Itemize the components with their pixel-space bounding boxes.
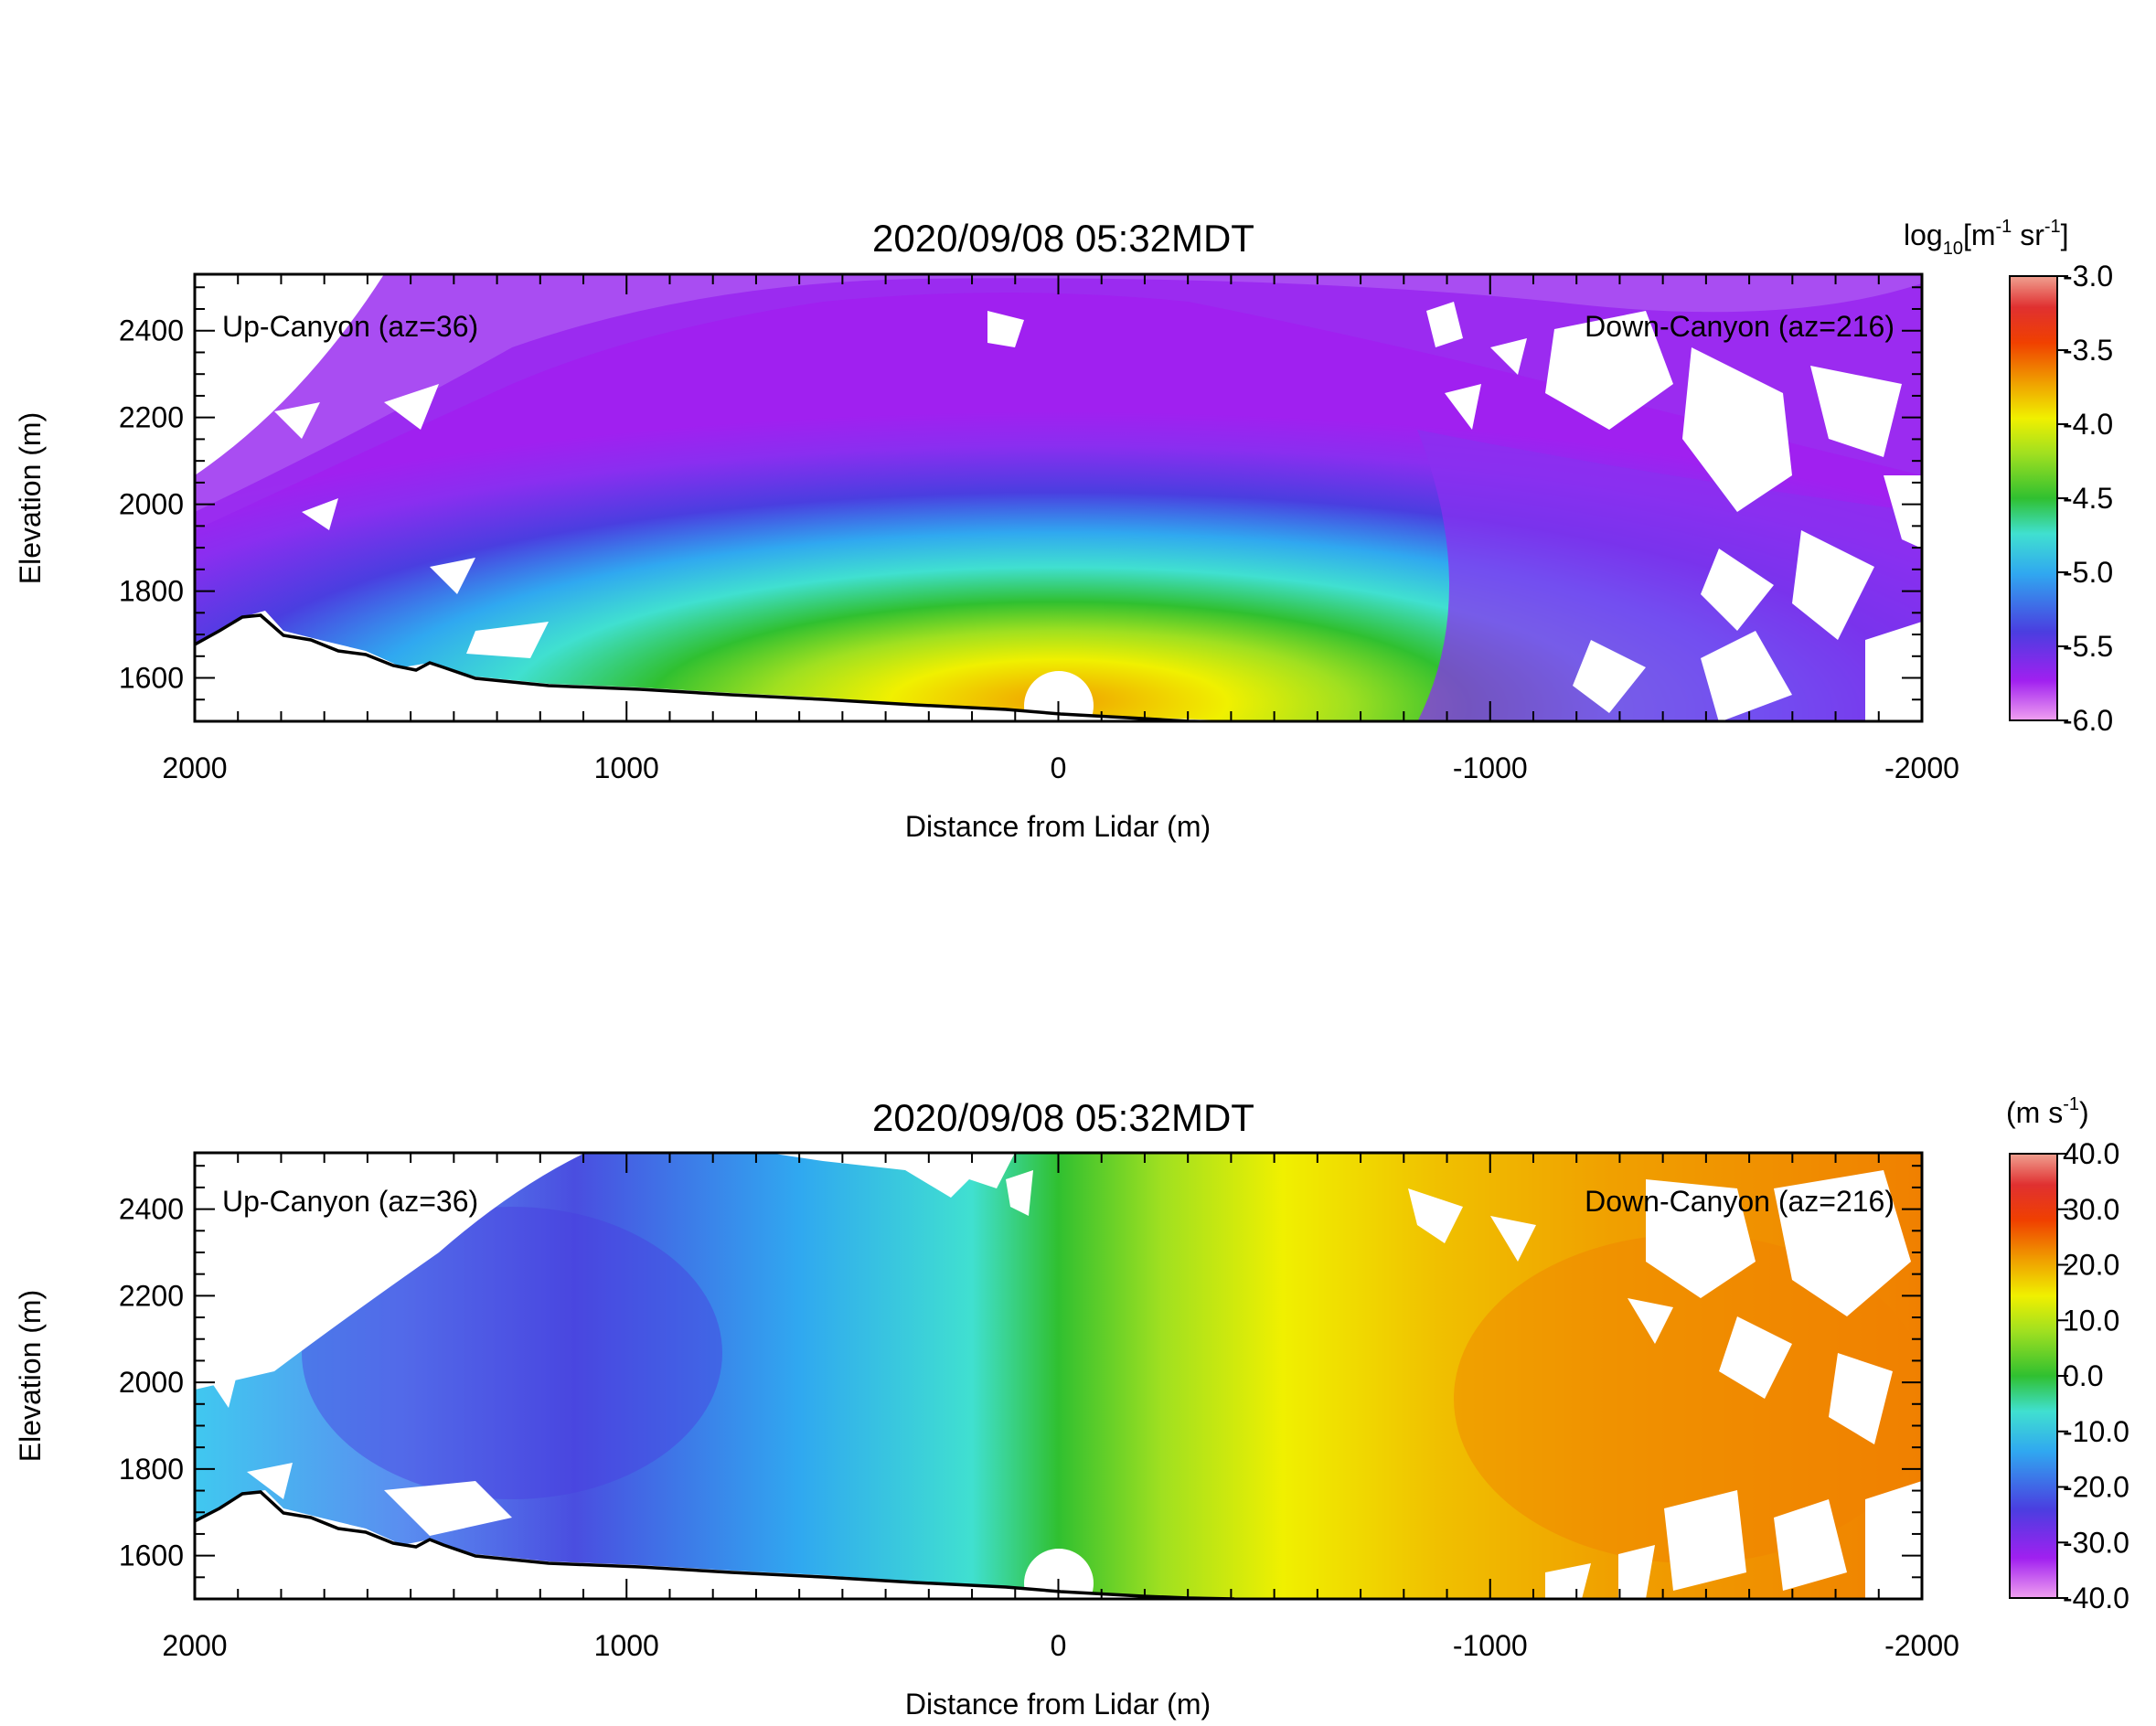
bottom-colorbar-tick-label: -40.0 — [2063, 1582, 2129, 1614]
bottom-y-ticks — [195, 1165, 1922, 1600]
bottom-colorbar-unit: (m s-1) — [2006, 1094, 2089, 1129]
bottom-x-tick-label: 2000 — [162, 1629, 227, 1662]
top-lidar-blind-zone — [1024, 671, 1094, 721]
top-colorbar-tick-label: -3.0 — [2063, 260, 2113, 293]
bottom-colorbar-tick-label: -10.0 — [2063, 1415, 2129, 1448]
top-annotation-left: Up-Canyon (az=36) — [222, 310, 478, 343]
bottom-y-tick-label: 2400 — [119, 1193, 184, 1226]
bottom-x-tick-labels: 2000 1000 0 -1000 -2000 — [162, 1629, 1959, 1662]
top-y-ticks — [195, 286, 1922, 722]
top-y-tick-label: 2000 — [119, 488, 184, 521]
bottom-x-tick-label: 0 — [1051, 1629, 1067, 1662]
top-y-tick-labels: 1600 1800 2000 2200 2400 — [119, 314, 184, 695]
top-x-ticks — [194, 274, 1923, 721]
top-x-tick-label: 2000 — [162, 751, 227, 784]
bottom-y-tick-label: 2200 — [119, 1279, 184, 1312]
bottom-field-core-orange — [1454, 1234, 1922, 1563]
top-ylabel: Elevation (m) — [14, 412, 47, 585]
bottom-xlabel: Distance from Lidar (m) — [905, 1688, 1211, 1721]
top-colorbar-tick-label: -4.0 — [2063, 408, 2113, 441]
top-colorbar-bar — [2009, 275, 2058, 721]
top-annotation-right: Down-Canyon (az=216) — [1585, 310, 1895, 343]
top-x-tick-label: -1000 — [1453, 751, 1528, 784]
bottom-y-tick-label: 1800 — [119, 1453, 184, 1486]
top-terrain-line — [195, 613, 1235, 721]
bottom-field-core-blue — [302, 1207, 722, 1499]
top-colorbar-tick-label: -6.0 — [2063, 704, 2113, 737]
bottom-colorbar-tick-label: -30.0 — [2063, 1526, 2129, 1559]
top-field-fringe — [195, 274, 1922, 530]
top-below-ground — [195, 611, 1253, 721]
bottom-nodata-gaps — [195, 1153, 1922, 1599]
top-y-tick-label: 1800 — [119, 575, 184, 608]
top-colorbar-tick-label: -3.5 — [2063, 334, 2113, 367]
bottom-below-ground — [195, 1490, 1280, 1599]
bottom-plot-field — [195, 1153, 1922, 1599]
top-panel: 2020/09/08 05:32MDT — [14, 217, 2113, 843]
bottom-colorbar-tick-label: 10.0 — [2063, 1304, 2119, 1337]
top-title: 2020/09/08 05:32MDT — [872, 217, 1254, 260]
top-y-tick-label: 1600 — [119, 662, 184, 695]
bottom-field-wind — [195, 1153, 1922, 1599]
bottom-x-tick-label: -1000 — [1453, 1629, 1528, 1662]
top-colorbar-tick-label: -5.5 — [2063, 630, 2113, 663]
bottom-title: 2020/09/08 05:32MDT — [872, 1096, 1254, 1139]
bottom-x-tick-label: 1000 — [594, 1629, 659, 1662]
bottom-colorbar-tick-label: 20.0 — [2063, 1249, 2119, 1282]
top-colorbar-unit: log10[m-1 sr-1] — [1904, 217, 2069, 259]
top-x-tick-labels: 2000 1000 0 -1000 -2000 — [162, 751, 1959, 784]
top-colorbar-tick-labels: -3.0 -3.5 -4.0 -4.5 -5.0 -5.5 -6.0 — [2063, 260, 2113, 737]
top-colorbar: -3.0 -3.5 -4.0 -4.5 -5.0 -5.5 -6.0 log10[m-1 s… — [1904, 217, 2113, 737]
bottom-y-tick-label: 2000 — [119, 1366, 184, 1399]
top-x-tick-label: 0 — [1051, 751, 1067, 784]
bottom-colorbar-tick-label: -20.0 — [2063, 1471, 2129, 1504]
top-colorbar-tick-label: -4.5 — [2063, 482, 2113, 515]
bottom-colorbar: 40.030.020.010.00.0-10.0-20.0-30.0-40.0 … — [2006, 1094, 2129, 1614]
top-xlabel: Distance from Lidar (m) — [905, 810, 1211, 843]
bottom-terrain-line — [195, 1490, 1235, 1599]
top-nodata-gaps — [195, 274, 1922, 721]
bottom-x-tick-label: -2000 — [1884, 1629, 1959, 1662]
bottom-colorbar-tick-label: 30.0 — [2063, 1193, 2119, 1226]
top-colorbar-tick-label: -5.0 — [2063, 556, 2113, 589]
bottom-y-tick-label: 1600 — [119, 1540, 184, 1572]
bottom-colorbar-bar — [2009, 1153, 2058, 1599]
bottom-colorbar-tick-label: 0.0 — [2063, 1359, 2103, 1392]
top-plot-field — [195, 274, 1922, 721]
top-x-tick-label: -2000 — [1884, 751, 1959, 784]
bottom-lidar-blind-zone — [1024, 1549, 1094, 1599]
bottom-x-ticks — [194, 1153, 1923, 1599]
bottom-colorbar-tick-labels: 40.0 30.0 20.0 10.0 0.0 -10.0 -20.0 -30.0 -40.0 — [2063, 1137, 2129, 1614]
top-field-right — [1417, 430, 1922, 721]
bottom-y-tick-labels: 1600 1800 2000 2200 2400 — [119, 1193, 184, 1572]
top-x-tick-label: 1000 — [594, 751, 659, 784]
bottom-colorbar-tick-label: 40.0 — [2063, 1137, 2119, 1170]
bottom-annotation-right: Down-Canyon (az=216) — [1585, 1185, 1895, 1218]
bottom-ylabel: Elevation (m) — [14, 1290, 47, 1463]
top-y-tick-label: 2400 — [119, 314, 184, 347]
bottom-annotation-left: Up-Canyon (az=36) — [222, 1185, 478, 1218]
bottom-panel: 2020/09/08 05:32MDT — [14, 1094, 2129, 1721]
top-y-tick-label: 2200 — [119, 401, 184, 434]
